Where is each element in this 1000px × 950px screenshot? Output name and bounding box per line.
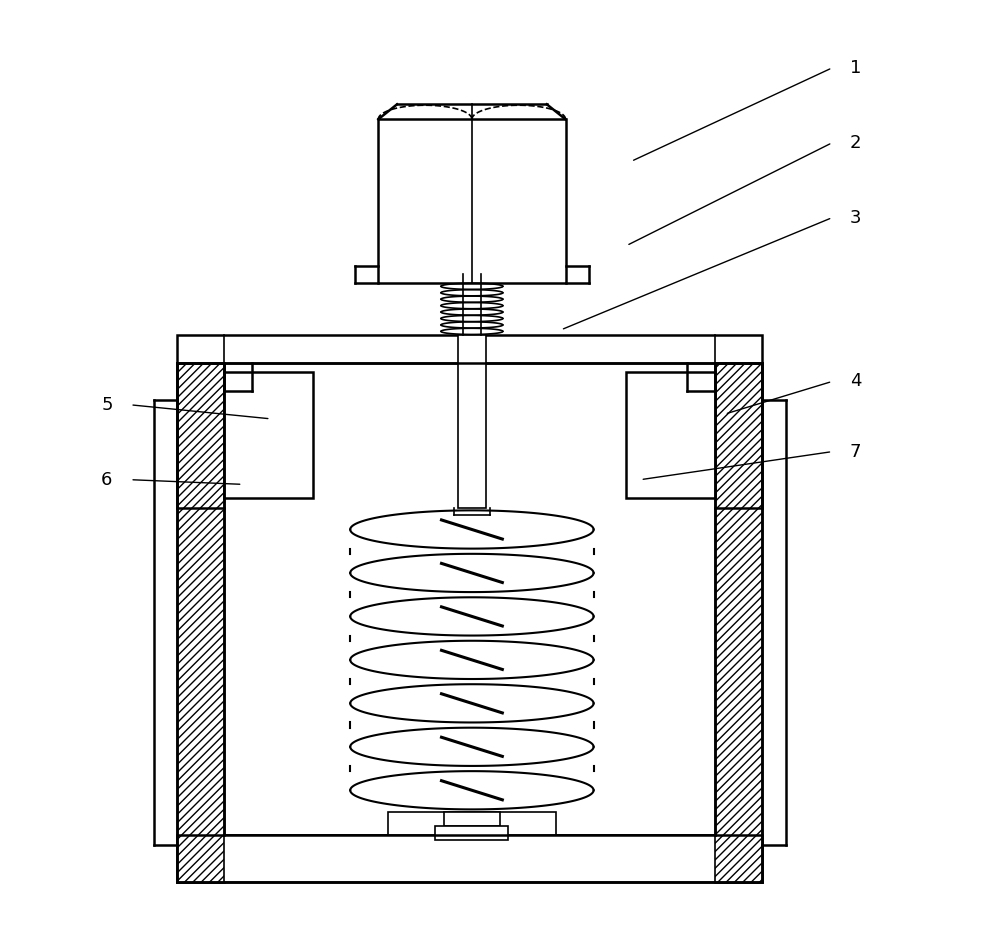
Bar — [715, 363, 762, 883]
Bar — [626, 372, 715, 499]
Text: 4: 4 — [850, 372, 861, 390]
Text: 3: 3 — [850, 209, 861, 226]
Bar — [435, 826, 508, 840]
Text: 2: 2 — [850, 134, 861, 152]
Text: 1: 1 — [850, 59, 861, 77]
Text: 7: 7 — [850, 443, 861, 461]
Text: 6: 6 — [101, 470, 113, 488]
Bar — [177, 835, 762, 883]
Bar — [224, 372, 313, 499]
Bar — [224, 835, 715, 883]
Bar — [378, 120, 566, 283]
Bar — [444, 812, 500, 826]
Bar — [388, 812, 556, 835]
Bar — [177, 334, 762, 363]
Bar — [458, 334, 486, 507]
Text: 5: 5 — [101, 396, 113, 414]
Bar — [177, 363, 224, 883]
